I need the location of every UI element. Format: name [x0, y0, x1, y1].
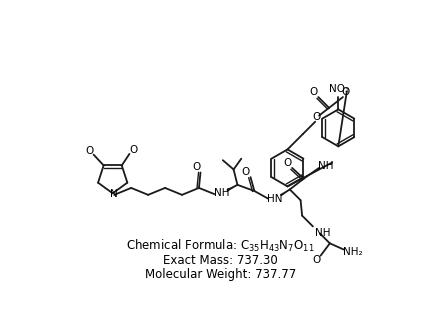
Text: Exact Mass: 737.30: Exact Mass: 737.30 [163, 254, 277, 267]
Text: O: O [340, 87, 349, 97]
Text: NH₂: NH₂ [342, 247, 362, 257]
Text: Chemical Formula: $\mathregular{C_{35}H_{43}N_7O_{11}}$: Chemical Formula: $\mathregular{C_{35}H_… [126, 238, 314, 255]
Text: NH: NH [314, 228, 330, 238]
Text: NH: NH [317, 161, 333, 171]
Text: O: O [241, 167, 249, 177]
Text: NO₂: NO₂ [328, 85, 348, 95]
Polygon shape [226, 185, 237, 191]
Text: O: O [192, 162, 200, 172]
Text: NH: NH [213, 187, 228, 197]
Text: O: O [312, 112, 320, 122]
Text: O: O [312, 255, 320, 265]
Text: O: O [86, 146, 94, 156]
Text: HN: HN [267, 194, 282, 204]
Text: O: O [283, 158, 291, 168]
Text: N: N [109, 189, 117, 199]
Text: Molecular Weight: 737.77: Molecular Weight: 737.77 [144, 268, 295, 281]
Text: O: O [309, 87, 317, 97]
Text: O: O [129, 145, 137, 155]
